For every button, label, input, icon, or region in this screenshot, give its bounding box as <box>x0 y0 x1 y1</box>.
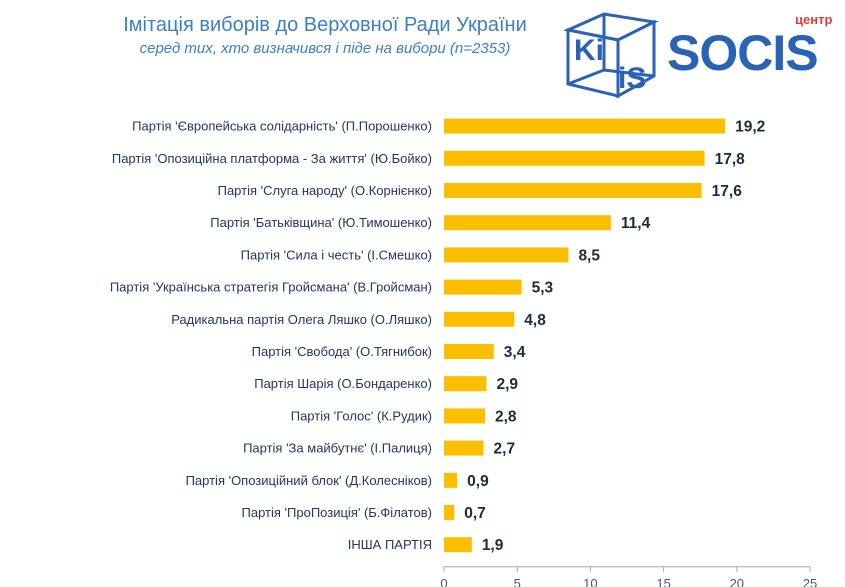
bars-group <box>444 118 726 553</box>
x-tick-label-1: 5 <box>514 576 521 587</box>
bar-chart: Партія 'Європейська солідарність' (П.Пор… <box>110 118 817 587</box>
value-label-0: 19,2 <box>735 119 765 136</box>
kiis-cube-edge2 <box>603 68 655 78</box>
bar-12 <box>444 505 455 520</box>
bar-7 <box>444 344 494 359</box>
bar-4 <box>444 247 569 263</box>
kiis-logo: Ki iS <box>563 12 659 99</box>
value-label-10: 2,7 <box>494 441 516 458</box>
category-label-8: Партія Шарія (О.Бондаренко) <box>254 376 432 391</box>
x-tick-label-4: 20 <box>730 576 744 587</box>
category-label-11: Партія 'Опозиційний блок' (Д.Колесніков) <box>186 473 432 488</box>
value-label-6: 4,8 <box>524 312 546 329</box>
bar-3 <box>444 215 611 231</box>
category-labels: Партія 'Європейська солідарність' (П.Пор… <box>110 119 432 553</box>
category-label-2: Партія 'Слуга народу' (О.Корнієнко) <box>218 183 432 198</box>
bar-13 <box>444 537 472 553</box>
value-label-1: 17,8 <box>715 151 746 168</box>
value-label-5: 5,3 <box>532 280 554 297</box>
chart-title: Імітація виборів до Верховної Ради Украї… <box>123 14 527 36</box>
x-tick-label-0: 0 <box>440 576 447 587</box>
bar-1 <box>444 150 705 166</box>
category-label-10: Партія 'За майбутнє' (І.Палиця) <box>243 441 432 456</box>
socis-logo-text: SOCIS <box>667 25 818 76</box>
category-label-9: Партія 'Голос' (К.Рудик) <box>291 408 432 423</box>
bar-5 <box>444 279 522 295</box>
value-label-12: 0,7 <box>464 505 486 522</box>
x-tick-label-2: 10 <box>583 576 597 587</box>
socis-logo: центр SOCIS <box>667 12 832 76</box>
value-label-13: 1,9 <box>482 537 504 554</box>
kiis-logo-text-1: Ki <box>574 34 604 67</box>
category-label-5: Партія 'Українська стратегія Гройсмана' … <box>110 280 432 295</box>
value-label-3: 11,4 <box>621 215 651 232</box>
category-label-3: Партія 'Батьківщина' (Ю.Тимошенко) <box>210 215 432 230</box>
chart-subtitle: серед тих, хто визначився і піде на вибо… <box>139 40 511 57</box>
value-label-9: 2,8 <box>495 408 517 425</box>
value-label-2: 17,6 <box>712 183 743 200</box>
bar-2 <box>444 183 702 198</box>
category-label-6: Радикальна партія Олега Ляшко (О.Ляшко) <box>171 312 432 327</box>
category-label-7: Партія 'Свобода' (О.Тягнибок) <box>252 344 432 359</box>
bar-10 <box>444 440 484 456</box>
value-labels: 19,2 17,8 17,6 11,4 8,5 5,3 4,8 3,4 2,9 2,8 2,7 0,9… <box>464 119 765 555</box>
bar-8 <box>444 376 487 392</box>
category-label-1: Партія 'Опозиційна платформа - За життя'… <box>112 151 432 166</box>
value-label-8: 2,9 <box>496 376 518 393</box>
bar-11 <box>444 472 458 488</box>
socis-logo-small-text: центр <box>795 12 832 27</box>
x-tick-label-3: 15 <box>656 576 670 587</box>
bar-9 <box>444 408 485 424</box>
category-label-0: Партія 'Європейська солідарність' (П.Пор… <box>132 119 432 134</box>
bar-0 <box>444 118 726 134</box>
category-label-12: Партія 'ПроПозиція' (Б.Філатов) <box>242 505 432 520</box>
bar-6 <box>444 311 515 327</box>
value-label-11: 0,9 <box>467 473 489 490</box>
value-label-7: 3,4 <box>504 344 526 361</box>
category-label-4: Партія 'Сила і честь' (І.Смешко) <box>241 247 432 262</box>
x-axis-ticks: 0 5 10 15 20 25 <box>440 566 817 587</box>
value-label-4: 8,5 <box>578 247 600 264</box>
kiis-logo-text-2: iS <box>618 62 646 95</box>
category-label-13: ІНША ПАРТІЯ <box>348 537 432 552</box>
x-tick-label-5: 25 <box>803 576 817 587</box>
